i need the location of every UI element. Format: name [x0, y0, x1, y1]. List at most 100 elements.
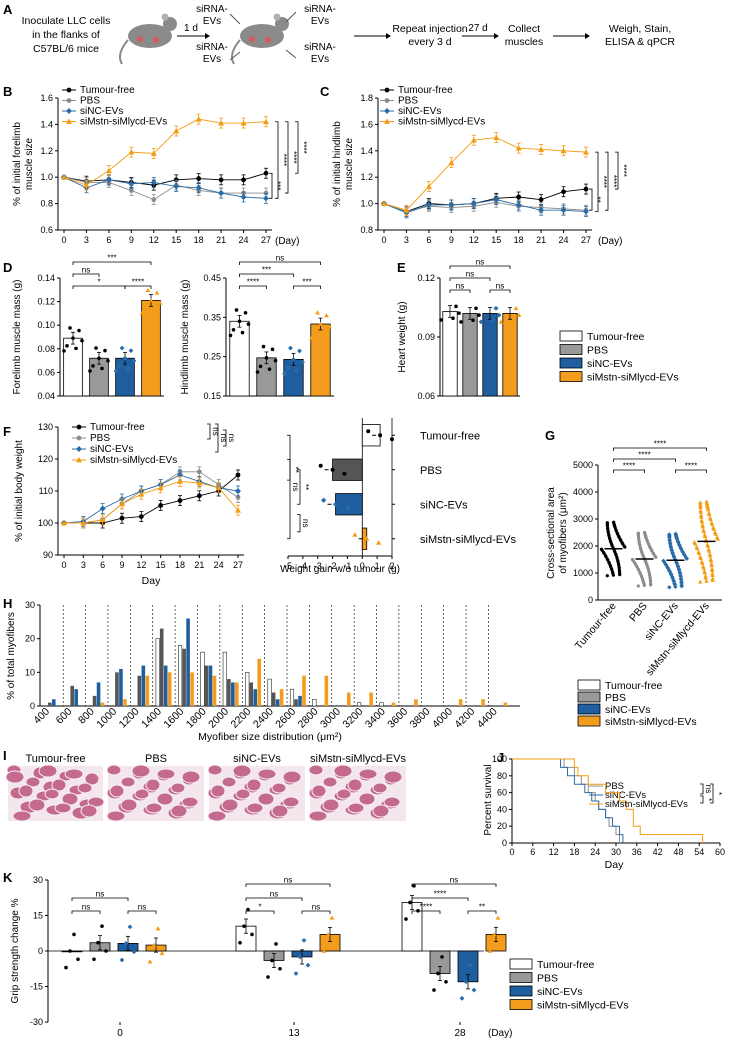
legend-swatch-1: [509, 972, 533, 983]
data-point: [235, 488, 241, 494]
sig-C-3-label: ****: [619, 164, 628, 176]
legend-label-1: PBS: [398, 96, 418, 107]
sig-F1-3-label: ns: [227, 434, 236, 442]
schematic-inj-label: siRNA-: [304, 4, 336, 15]
data-point: [235, 472, 241, 478]
bar-0: [442, 311, 458, 397]
data-point: [177, 478, 183, 484]
y-tick-label: 1.0: [360, 199, 373, 209]
sig-J-1-bracket: [700, 783, 704, 795]
bar-1: [48, 702, 52, 706]
dot: [96, 940, 100, 945]
mouse-icon-tail: [119, 39, 129, 65]
dot: [648, 576, 652, 581]
dot: [611, 571, 615, 575]
legend-label-0: Tumour-free: [605, 680, 663, 692]
dot: [709, 561, 714, 566]
data-point: [263, 118, 269, 125]
sig-B-3-label: ****: [299, 141, 308, 153]
x-tick-label: 6: [426, 235, 431, 245]
bar-2: [186, 618, 190, 706]
dot: [148, 298, 154, 303]
y-tick-label: 90: [43, 550, 53, 560]
legend-label-1: siNC-EVs: [605, 790, 646, 801]
dot: [665, 566, 671, 571]
dot: [606, 527, 610, 531]
myofiber-cell: [282, 796, 300, 808]
x-tick-label: 2: [389, 561, 394, 571]
sig-B-3-bracket: [295, 121, 299, 174]
x-tick-label: 1: [375, 561, 380, 571]
x-tick-label: 0: [509, 847, 514, 857]
dot: [291, 357, 296, 362]
legend-marker: [384, 98, 390, 103]
dot: [243, 310, 248, 315]
dot: [698, 513, 704, 518]
dot: [700, 561, 705, 565]
myofiber-cell: [181, 770, 201, 784]
y-tick-label: 0: [588, 595, 593, 605]
panel-letter-C: C: [320, 84, 330, 99]
dot: [667, 533, 672, 538]
x-tick-label: 600: [54, 706, 75, 727]
sig-D2-3-bracket: [239, 285, 267, 289]
dot: [668, 545, 674, 550]
dot: [682, 553, 687, 558]
sig-D2-3-label: ****: [247, 278, 259, 287]
sig-D1-2-bracket: [72, 273, 100, 277]
legend-label-0: PBS: [605, 781, 624, 792]
x-tick-label: 30: [611, 847, 621, 857]
dot: [62, 349, 66, 353]
dot: [131, 949, 137, 955]
series-line-1: [64, 471, 239, 524]
data-point: [218, 120, 225, 126]
x-tick-label: 9: [119, 560, 124, 570]
dot: [672, 582, 678, 587]
dot: [610, 568, 614, 572]
x-tick-label: -3: [314, 561, 322, 571]
y-tick-label: 20: [497, 821, 507, 831]
legend-label-3: siMstn-siMlycd-EVs: [605, 716, 697, 728]
data-point: [263, 195, 269, 202]
sig-G-4-label: ****: [685, 462, 697, 471]
bar-3: [324, 675, 329, 706]
y-tick-label: 60: [497, 788, 507, 798]
sig-F2-2-label: **: [301, 484, 310, 490]
x-tick-label: 24: [214, 560, 224, 570]
myofiber-cell: [5, 770, 25, 784]
x-axis-title: Day: [142, 575, 161, 587]
category-label-0: Tumour-free: [420, 430, 480, 442]
syringe-icon: [229, 51, 241, 61]
x-tick-label: 2800: [296, 706, 321, 731]
legend-marker: [66, 87, 72, 93]
x-tick-label: 24: [559, 235, 569, 245]
dot: [364, 536, 370, 541]
schematic-step4-text: ELISA & qPCR: [605, 36, 675, 48]
legend-label-2: siMstn-siMlycd-EVs: [605, 799, 688, 810]
legend-marker: [76, 457, 82, 463]
x-tick-label: 36: [632, 847, 642, 857]
dot: [267, 367, 272, 371]
bar-3: [458, 699, 463, 706]
mouse-icon-injected-ear: [273, 13, 281, 21]
sig-K0-2-label: ns: [82, 903, 90, 912]
dot: [705, 507, 711, 512]
x-tick-label: 3: [81, 560, 86, 570]
sig-B-4-label: ***: [273, 181, 282, 190]
dot: [288, 345, 293, 351]
arrow-head-icon: [386, 33, 391, 39]
data-point: [99, 516, 106, 523]
dot: [315, 310, 320, 315]
y-tick-label: 100: [492, 754, 507, 764]
dot: [325, 932, 331, 937]
bar-1: [271, 692, 276, 706]
dot: [671, 579, 677, 584]
sig-F2-2-bracket: [297, 469, 301, 505]
series-line-3: [63, 118, 267, 186]
category-label-3: siMstn-siMlycd-EVs: [420, 534, 516, 546]
sig-K2-3-label: ****: [434, 890, 446, 899]
panel-letter-J: J: [497, 750, 504, 765]
panel-letter-I: I: [3, 748, 7, 763]
data-point: [196, 469, 202, 475]
y-tick-label: 40: [497, 804, 507, 814]
